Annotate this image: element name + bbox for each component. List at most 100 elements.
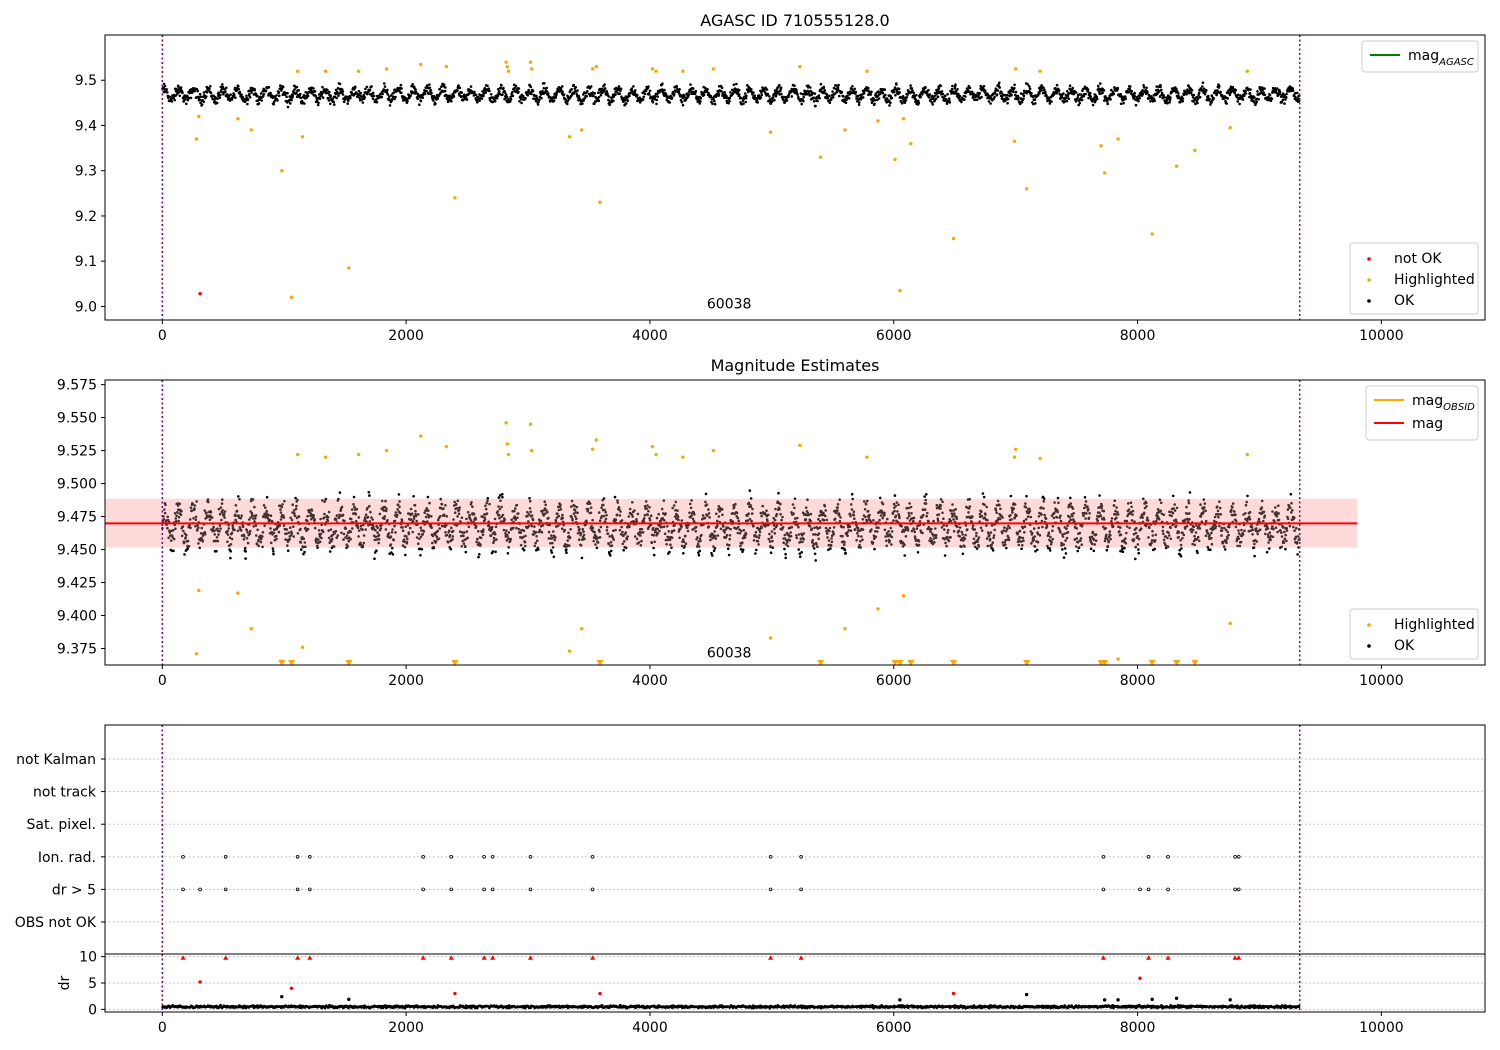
ok-point	[831, 96, 835, 99]
ok-point	[540, 96, 543, 100]
ok-point	[950, 87, 954, 91]
ok-point	[604, 510, 607, 514]
ok-point	[989, 102, 992, 105]
ok-point	[578, 527, 581, 531]
ok-point	[365, 85, 369, 89]
ok-point	[251, 514, 254, 518]
ok-point	[341, 513, 345, 517]
ok-point	[999, 507, 1002, 511]
ok-point	[1234, 88, 1237, 92]
ok-point	[727, 543, 731, 547]
ok-point	[484, 507, 488, 511]
ok-point	[398, 505, 401, 509]
ok-point	[691, 528, 694, 531]
ok-point	[1003, 526, 1006, 529]
ok-point	[910, 529, 914, 533]
ok-point	[224, 90, 227, 93]
ok-point	[647, 85, 650, 88]
ok-point	[790, 95, 794, 98]
ok-point	[445, 524, 448, 527]
ok-point	[282, 514, 285, 517]
ok-point	[256, 94, 259, 98]
ok-point	[608, 535, 611, 538]
ok-point	[562, 523, 565, 527]
ok-point	[415, 519, 419, 523]
ok-point	[219, 93, 222, 97]
ok-point	[598, 530, 601, 533]
ok-point	[527, 88, 530, 92]
ok-point	[985, 537, 989, 540]
ok-point	[715, 519, 719, 523]
ok-point	[958, 526, 962, 529]
ok-point	[577, 94, 581, 98]
y-tick-label: 9.1	[75, 254, 97, 270]
ok-point	[626, 535, 629, 538]
ok-point	[344, 527, 348, 530]
ok-point	[433, 533, 437, 536]
ok-point	[378, 512, 382, 516]
ok-point	[750, 512, 754, 515]
ok-point	[906, 93, 909, 96]
ok-point	[848, 512, 852, 516]
ok-point	[798, 552, 802, 555]
ok-point	[956, 525, 959, 529]
ok-point	[796, 93, 799, 96]
ok-point	[667, 530, 671, 533]
ok-point	[412, 495, 415, 498]
ok-point	[1028, 510, 1032, 513]
ok-point	[323, 512, 326, 516]
ok-point	[358, 96, 361, 100]
ok-point	[573, 508, 577, 512]
ok-point	[670, 96, 674, 99]
ok-point	[894, 514, 898, 518]
ok-point	[319, 532, 323, 536]
ok-point	[817, 517, 820, 521]
ok-point	[394, 511, 398, 514]
ok-point	[886, 97, 889, 100]
ok-point	[574, 515, 577, 518]
ok-point	[1012, 90, 1015, 94]
ok-point	[237, 84, 240, 88]
ok-point	[714, 537, 718, 540]
ok-point	[881, 91, 885, 95]
x-tick-label: 0	[158, 328, 167, 344]
ok-point	[448, 533, 452, 537]
ok-point	[162, 518, 166, 521]
ok-point	[356, 526, 360, 530]
ok-point	[354, 512, 358, 516]
ok-point	[921, 515, 924, 519]
ok-point	[575, 505, 579, 509]
ok-point	[991, 541, 995, 544]
ok-point	[909, 505, 913, 509]
ok-point	[301, 545, 305, 549]
ok-point	[714, 534, 717, 538]
ok-point	[234, 518, 237, 522]
ok-point	[374, 535, 378, 539]
ok-point	[643, 505, 647, 508]
ok-point	[908, 514, 911, 517]
ok-point	[248, 92, 251, 96]
ok-point	[326, 96, 330, 100]
ok-point	[857, 534, 860, 538]
ok-point	[495, 538, 498, 541]
ok-point	[741, 548, 745, 552]
ok-point	[1294, 96, 1297, 99]
ok-point	[620, 519, 624, 522]
ok-point	[953, 512, 956, 515]
ok-point	[867, 515, 871, 519]
ok-point	[386, 88, 389, 92]
ok-point	[250, 91, 253, 94]
ok-point	[237, 87, 240, 91]
ok-point	[272, 550, 275, 553]
ok-point	[981, 492, 985, 495]
ok-point	[1198, 95, 1202, 99]
ok-point	[1110, 88, 1113, 92]
ok-point	[270, 530, 273, 534]
ok-point	[561, 513, 564, 517]
ok-point	[631, 515, 634, 518]
ok-point	[260, 99, 264, 102]
ok-point	[595, 537, 598, 541]
ok-point	[721, 513, 724, 517]
ok-point	[515, 526, 518, 530]
ok-point	[727, 101, 730, 105]
